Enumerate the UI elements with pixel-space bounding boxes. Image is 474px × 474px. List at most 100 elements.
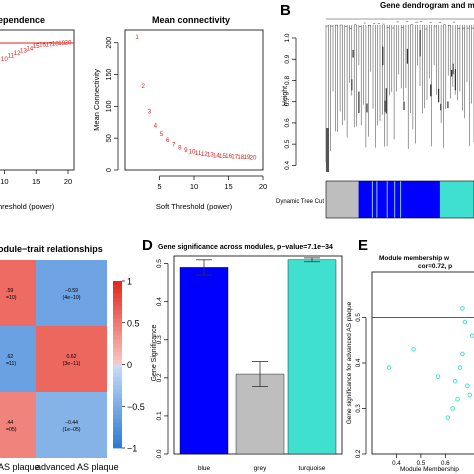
module-trait-title: odule−trait relationships: [0, 244, 103, 254]
colorbar-step: [113, 293, 122, 299]
mean-connectivity-title: Mean connectivity: [152, 15, 230, 25]
colorbar-step: [113, 397, 122, 403]
heatmap-cell-label: (1e−05): [62, 427, 80, 433]
x-tick-label: 10: [190, 182, 198, 191]
scatter-plot-box: [371, 271, 474, 455]
power-label: 11: [8, 52, 15, 59]
y-tick-label: 0.2: [156, 373, 163, 382]
dendrogram-leaf-cluster: [352, 49, 354, 58]
bar: [287, 259, 337, 455]
dendrogram-leaf-cluster: [384, 100, 386, 112]
y-tick-label: 0.4: [156, 297, 163, 306]
dendrogram-leaf-cluster: [447, 101, 449, 109]
power-label: 3: [148, 108, 152, 115]
colorbar-step: [113, 289, 122, 294]
dendrogram-leaf-cluster: [366, 103, 368, 113]
heatmap-cell: [36, 392, 107, 458]
colorbar-step: [113, 310, 122, 315]
column-label-advanced: advanced AS plaque: [36, 462, 119, 472]
heatmap-cell-label: =05): [6, 427, 17, 433]
heatmap-cell-label: =11): [6, 361, 16, 367]
y-tick-label: 0.3: [156, 335, 163, 344]
x-tick-label: 0.5: [417, 460, 426, 467]
module-color-stripe: [376, 181, 378, 218]
colorbar-step: [113, 427, 122, 432]
heatmap-cell-label: −0.59: [65, 288, 78, 294]
scatter-point: [452, 378, 458, 384]
module-color-stripe: [400, 181, 402, 218]
dendrogram-leaf-cluster: [438, 88, 440, 103]
colorbar-step: [113, 439, 122, 445]
module-color-bar: [325, 180, 474, 219]
y-tick-label: 100: [106, 100, 113, 112]
power-label: 13: [20, 48, 27, 55]
colorbar-step: [113, 410, 122, 416]
heatmap-cells: .59=10) −0.59(4e−10) .62=11) 0.62(3e−11) .44…: [0, 260, 107, 458]
colorbar-step: [113, 281, 122, 286]
mean-connectivity-ylabel: Mean Connectivity: [92, 69, 101, 131]
power-label: 12: [14, 50, 21, 57]
scatter-point: [465, 383, 470, 389]
colorbar-tick-label: −0.5: [127, 402, 145, 412]
colorbar-step: [113, 297, 122, 303]
scatter-y-axis: 0.2 0.3 0.4 0.5: [355, 313, 367, 458]
gene-dendrogram-panel: B Gene dendrogram and m 0.40.50.60.70.80…: [276, 1, 474, 219]
heatmap-cell: [36, 260, 107, 326]
colorbar-step: [113, 301, 122, 307]
module-color-stripe: [371, 181, 373, 218]
colorbar-step: [113, 393, 122, 399]
scatter-point: [386, 365, 392, 370]
colorbar-step: [113, 368, 122, 374]
y-tick-label: 0.0: [156, 449, 163, 458]
dendrogram-leaf-cluster: [351, 79, 353, 91]
scatter-point: [455, 397, 460, 402]
colorbar-step: [113, 314, 122, 319]
category-label: blue: [198, 465, 211, 472]
colorbar-step: [113, 326, 122, 332]
y-tick-label: 0.8: [284, 76, 291, 85]
colorbar-step: [113, 347, 122, 353]
colorbar-step: [113, 385, 122, 390]
panel-letter-e: E: [358, 237, 368, 254]
module-color-stripe: [386, 181, 388, 218]
y-tick-label: 0.5: [284, 139, 291, 148]
heatmap-cell-label: .59: [6, 288, 13, 294]
power-label: 19: [58, 40, 65, 47]
colorbar-tick-label: 0: [127, 360, 132, 370]
colorbar-step: [113, 343, 122, 349]
colorbar-step: [113, 431, 122, 436]
power-label: 16: [225, 153, 232, 160]
power-label: 20: [65, 39, 72, 46]
heatmap-cell-label: −0.44: [65, 420, 78, 426]
scatter-point: [467, 392, 473, 398]
colorbar-step: [113, 364, 122, 370]
y-tick-label: 1.0: [284, 33, 291, 42]
dendrogram-leaf-cluster: [454, 69, 456, 91]
x-axis: 5 10 15 20: [157, 175, 267, 191]
module-color-segment: [358, 181, 440, 218]
heatmap-cell: [36, 326, 107, 392]
power-label: 18: [237, 154, 244, 161]
dendrogram-tree: [325, 18, 474, 172]
scatter-point: [462, 319, 468, 325]
colorbar-step: [113, 360, 122, 365]
heatmap-cell-label: 0.62: [66, 354, 76, 360]
gene-significance-ylabel: Gene Significance: [151, 324, 158, 381]
y-tick-label: 50: [106, 134, 113, 142]
x-tick-label: 5: [157, 182, 161, 191]
power-label: 14: [213, 152, 220, 159]
panel-letter-b: B: [280, 2, 291, 19]
colorbar-tick-label: −1: [127, 444, 137, 454]
colorbar-step: [113, 389, 122, 395]
colorbar-step: [113, 377, 122, 382]
scatter-point: [469, 333, 474, 338]
y-tick-label: 0.7: [284, 97, 291, 106]
dynamic-tree-cut-label: Dynamic Tree Cut: [276, 199, 324, 205]
scatter-x-axis: 0.4 0.5 0.6: [392, 454, 450, 467]
bar-y-axis: 0.0 0.1 0.2 0.3 0.4 0.5: [156, 259, 169, 459]
y-tick-label: 0.6: [284, 118, 291, 127]
heatmap-cell: [0, 326, 36, 392]
